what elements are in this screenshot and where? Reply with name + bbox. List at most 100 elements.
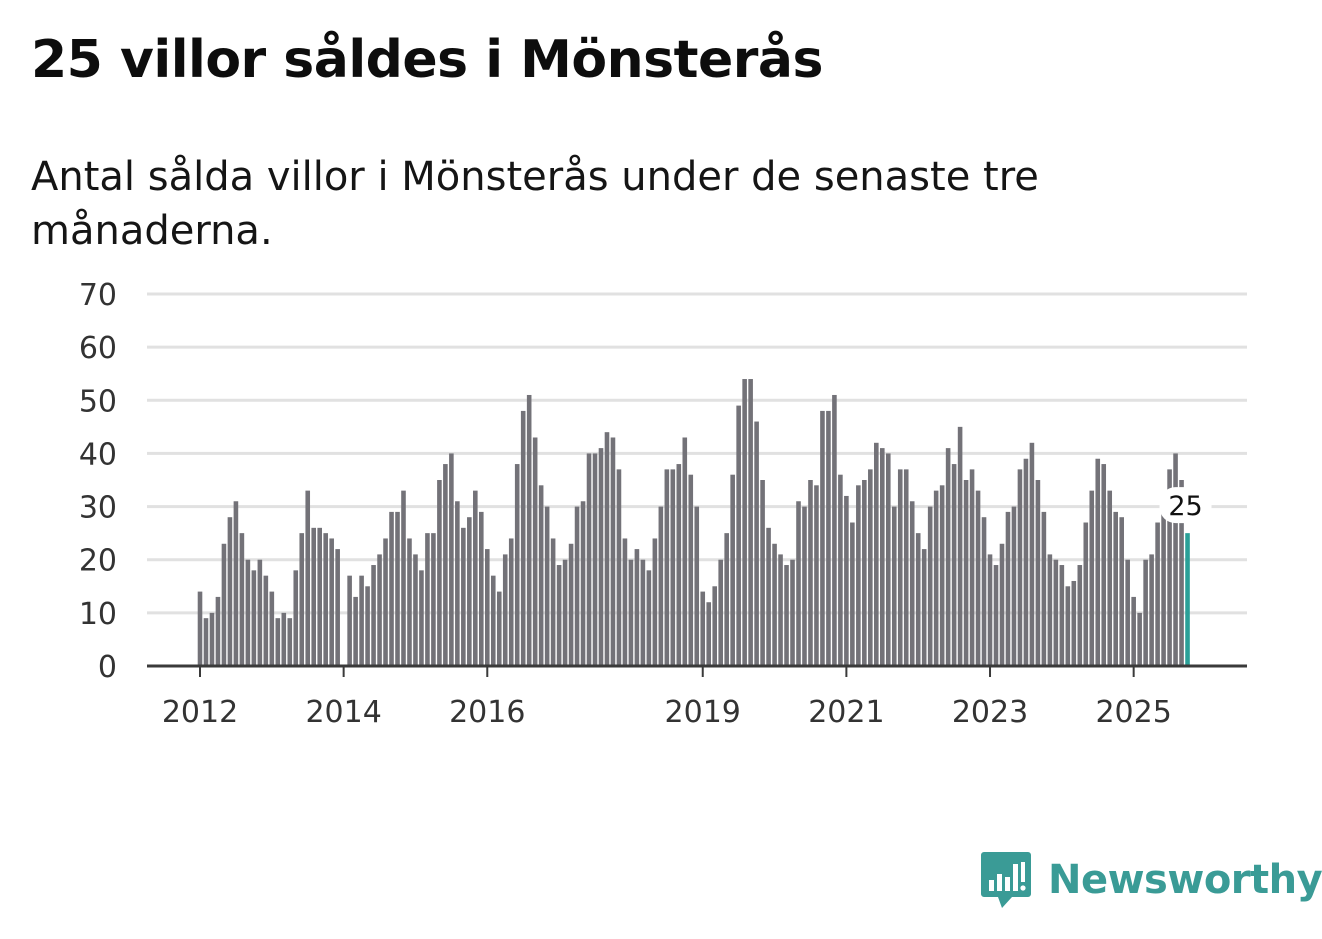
bar [592,453,598,666]
bar [383,538,388,666]
bar [897,469,903,666]
bar [975,490,981,666]
bar [1059,565,1065,666]
bar [885,453,891,666]
bar [927,506,933,666]
bar [939,485,945,666]
bar [945,448,951,666]
bar [1143,559,1148,666]
bar [1125,559,1130,666]
bar [556,565,562,666]
bar [652,538,658,666]
bar [856,485,861,666]
bar [1077,565,1083,666]
bar [353,596,358,666]
bar [275,618,281,666]
bar [215,596,221,666]
bar [335,549,340,666]
bar [329,538,334,666]
bar [281,612,287,666]
bar [628,559,634,666]
bar [688,474,694,666]
bar-highlighted [1185,533,1190,666]
bar [915,533,921,666]
x-tick-label: 2025 [1095,695,1171,730]
bar [808,480,813,666]
bar [1167,469,1172,666]
bar [401,490,406,666]
bar [365,586,370,666]
bar [395,511,400,666]
bar [874,442,879,666]
bar [209,612,215,666]
bar-series [197,379,1190,666]
bar [1017,469,1023,666]
bar [772,543,777,666]
bar [754,421,759,666]
bar-chart: 0 10 20 30 40 50 60 70 2012 2014 2016 2019 2021 2023… [79,278,1247,730]
bar [862,480,867,666]
bar [742,379,747,666]
bar [1041,511,1047,666]
bar [251,570,257,666]
bar [658,506,664,666]
bar [1113,511,1118,666]
x-axis: 2012 2014 2016 2019 2021 2023 2025 [147,664,1247,730]
bar [676,464,682,666]
bar [586,453,592,666]
bar [784,565,789,666]
bar [718,559,723,666]
brand-name: Newsworthy [1048,857,1322,903]
bar [467,517,472,666]
bar [1047,554,1053,666]
x-tick-label: 2023 [952,695,1028,730]
bar [197,591,203,666]
newsworthy-logo: Newsworthy [980,850,1322,910]
bar [1101,464,1107,666]
bar [1095,458,1101,666]
bar [514,464,520,666]
bar [299,533,305,666]
x-tick-label: 2012 [162,695,238,730]
bar [957,426,963,666]
bar [479,511,484,666]
bar [443,464,448,666]
bar [1107,490,1113,666]
bar [490,575,496,666]
bar [832,394,837,666]
bar [544,506,550,666]
value-annotation: 25 [1159,487,1212,524]
bar [1155,522,1160,666]
bar [347,575,352,666]
bar [664,469,670,666]
bar [484,549,490,666]
bar [233,501,239,666]
bar [287,618,293,666]
y-tick-label: 20 [79,544,117,579]
y-tick-label: 10 [79,597,117,632]
bar [736,405,741,666]
bar [802,506,807,666]
bar [1179,480,1184,666]
bar [203,618,209,666]
bar [610,437,616,666]
bar [1071,580,1077,666]
bar [724,533,729,666]
bar [502,554,508,666]
bar [880,448,885,666]
bar [562,559,568,666]
bar [969,469,975,666]
bar [1065,586,1071,666]
bar [604,432,610,666]
bar [245,559,251,666]
bar [748,379,753,666]
bar [496,591,502,666]
bar [473,490,478,666]
bar [1137,612,1142,666]
bar [461,527,466,666]
bar [694,506,700,666]
bar [419,570,424,666]
bar [437,480,442,666]
bar [987,554,993,666]
bar [891,506,897,666]
